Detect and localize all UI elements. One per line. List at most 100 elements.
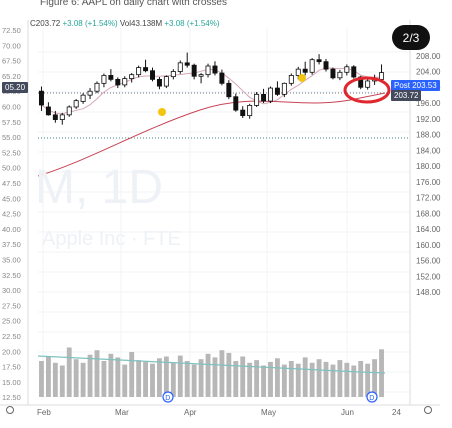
candle-body <box>122 78 128 86</box>
volume-bar <box>281 364 287 397</box>
post-market-price-label: Post 203.53 <box>391 80 440 91</box>
volume-bar <box>316 359 322 397</box>
volume-bar <box>309 362 315 397</box>
cutoff-caption: Figure 6: AAPL on daily chart with cross… <box>40 0 227 8</box>
volume-bar <box>254 360 260 397</box>
x-axis-tick-label: Feb <box>37 408 51 417</box>
volume-bar <box>73 359 79 397</box>
right-axis-tick-label: 196.00 <box>416 99 441 108</box>
volume-bar <box>87 354 93 397</box>
candle-body <box>136 67 142 76</box>
left-axis-tick-label: 52.50 <box>2 148 21 157</box>
candle-body <box>66 106 72 116</box>
volume-bar <box>170 362 176 397</box>
volume-bar <box>226 352 232 397</box>
moving-average-long <box>37 92 386 177</box>
candle-body <box>288 75 294 84</box>
volume-bar <box>212 357 218 397</box>
volume-moving-average <box>37 355 386 374</box>
x-axis-tick-label: 24 <box>392 408 401 417</box>
volume-bar <box>365 363 371 397</box>
candle-body <box>295 68 301 76</box>
right-axis-tick-label: 192.00 <box>416 115 441 124</box>
dividend-marker-letter: D <box>165 395 170 402</box>
candle-body <box>240 109 246 117</box>
candle-body <box>226 82 232 98</box>
volume-bar <box>45 356 51 397</box>
candle-body <box>184 62 190 66</box>
volume-bar <box>136 360 142 397</box>
settings-icon <box>424 406 432 414</box>
candle-body <box>129 74 135 80</box>
right-axis-tick-label: 204.00 <box>416 68 441 77</box>
candle-body <box>330 68 336 79</box>
right-axis-tick-label: 180.00 <box>416 162 441 171</box>
candle-body <box>73 100 79 108</box>
candle-body <box>302 68 308 73</box>
volume-bar <box>372 359 378 397</box>
left-axis-tick-label: 67.50 <box>2 57 21 66</box>
candle-body <box>177 62 183 72</box>
left-axis-tick-label: 42.50 <box>2 210 21 219</box>
left-axis-tick-label: 40.00 <box>2 225 21 234</box>
left-axis-tick-label: 57.50 <box>2 118 21 127</box>
volume-bar <box>52 362 58 397</box>
ohlc-header: C203.72 +3.08 (+1.54%) Vol43.138M +3.08 … <box>30 19 220 28</box>
candle-body <box>150 70 155 80</box>
candle-body <box>170 71 176 78</box>
left-axis-tick-label: 70.00 <box>2 41 21 50</box>
volume-bar <box>157 358 162 397</box>
right-axis-tick-label: 184.00 <box>416 146 441 155</box>
candle-body <box>205 65 211 76</box>
candle-body <box>101 75 107 84</box>
volume-bar <box>115 357 121 397</box>
left-axis-tick-label: 15.00 <box>2 378 21 387</box>
volume-bar <box>275 358 280 397</box>
volume-bar <box>59 365 65 397</box>
watermark-subtitle: Apple Inc · FTE <box>42 228 181 250</box>
x-axis-tick-label: Apr <box>184 408 197 417</box>
left-axis-tick-label: 20.00 <box>2 347 21 356</box>
left-axis-tick-label: 12.50 <box>2 393 21 402</box>
candle-body <box>80 94 86 102</box>
candle-body <box>247 104 253 117</box>
right-axis-tick-label: 176.00 <box>416 178 441 187</box>
left-axis-tick-label: 60.00 <box>2 103 21 112</box>
candle-body <box>198 74 204 77</box>
volume-bar <box>94 350 100 397</box>
candle-body <box>337 71 343 79</box>
volume-bar <box>198 359 204 397</box>
candle-body <box>87 90 93 96</box>
volume-bar <box>302 357 308 397</box>
volume-bar <box>268 361 273 397</box>
right-axis-tick-label: 188.00 <box>416 131 441 140</box>
volume-label: Vol <box>119 19 131 28</box>
volume-bar <box>247 362 253 397</box>
volume-bar <box>143 361 148 397</box>
left-axis-tick-label: 32.50 <box>2 271 21 280</box>
left-axis-tick-label: 65.20 <box>2 72 21 81</box>
volume-bar <box>150 363 155 397</box>
volume-bar <box>261 365 266 397</box>
candle-body <box>233 96 239 111</box>
right-axis-tick-label: 172.00 <box>416 194 441 203</box>
volume-bar <box>184 361 190 397</box>
last-price-label: 203.72 <box>391 90 422 101</box>
page-indicator-badge[interactable]: 2/3 <box>392 25 430 50</box>
x-axis-tick-label: May <box>261 408 276 417</box>
volume-bar <box>337 360 343 397</box>
candle-body <box>94 82 100 92</box>
candle-body <box>316 59 322 63</box>
candle-body <box>379 72 385 80</box>
volume-bar <box>122 364 128 397</box>
candle-body <box>156 78 162 87</box>
volume-value: 43.138M <box>131 19 163 28</box>
x-axis-tick-label: Jun <box>341 408 354 417</box>
volume-bar <box>219 350 225 397</box>
left-axis-tick-label: 22.50 <box>2 332 21 341</box>
candle-body <box>365 80 371 88</box>
volume-bar <box>101 361 107 397</box>
left-axis-tick-label: 72.50 <box>2 26 21 35</box>
volume-bar <box>163 356 169 397</box>
